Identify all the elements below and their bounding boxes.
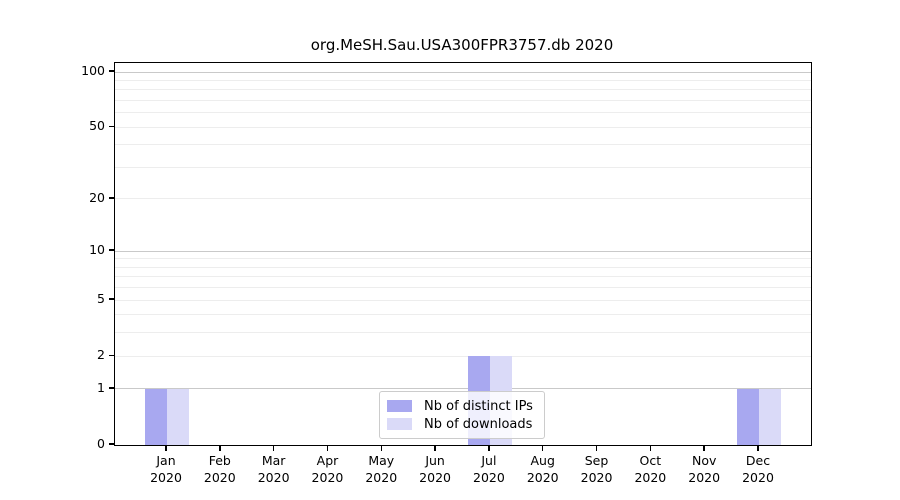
y-tick-mark [109,387,114,389]
legend-item-downloads: Nb of downloads [387,415,536,433]
x-tick-mark [488,446,490,451]
x-tick-mark [165,446,167,451]
y-tick-mark [109,249,114,251]
minor-gridline [115,144,811,146]
minor-gridline [115,89,811,91]
legend-label-distinct-ips: Nb of distinct IPs [424,398,533,414]
y-tick-mark [109,70,114,72]
x-tick-label: Apr 2020 [311,453,344,485]
minor-gridline [115,276,811,278]
minor-gridline [115,112,811,114]
y-tick-label: 2 [97,347,105,363]
x-tick-mark [326,446,329,451]
y-tick-label: 50 [89,118,105,134]
y-tick-mark [109,354,114,356]
bar-distinct-ips [737,388,759,445]
minor-gridline [115,126,811,128]
x-tick-label: May 2020 [365,453,398,485]
minor-gridline [115,99,811,101]
bar-downloads [759,388,781,445]
chart-title: org.MeSH.Sau.USA300FPR3757.db 2020 [310,36,614,54]
bar-downloads [167,388,189,445]
legend-item-distinct-ips: Nb of distinct IPs [387,397,536,415]
x-tick-mark [434,446,436,451]
minor-gridline [115,314,811,316]
x-tick-label: Nov 2020 [688,453,721,485]
major-gridline [115,388,811,390]
y-tick-label: 20 [89,189,105,205]
minor-gridline [115,287,811,289]
bar-distinct-ips [145,388,167,445]
x-tick-label: Jun 2020 [419,453,451,485]
y-tick-label: 10 [89,242,105,258]
y-tick-label: 5 [97,291,105,307]
x-tick-label: Mar 2020 [257,453,290,485]
minor-gridline [115,266,811,268]
x-tick-mark [757,446,759,451]
x-tick-label: Sep 2020 [580,453,613,485]
x-tick-mark [219,446,221,451]
y-tick-label: 100 [81,63,105,78]
minor-gridline [115,299,811,301]
minor-gridline [115,198,811,200]
x-tick-mark [542,446,544,451]
major-gridline [115,71,811,73]
x-tick-mark [703,446,705,451]
x-tick-mark [595,446,598,451]
y-tick-mark [109,443,114,445]
minor-gridline [115,258,811,260]
x-tick-mark [380,446,382,451]
x-tick-mark [649,446,652,451]
minor-gridline [115,79,811,81]
legend-label-downloads: Nb of downloads [424,416,533,432]
minor-gridline [115,332,811,334]
legend-swatch-downloads [387,418,412,430]
x-tick-label: Feb 2020 [203,453,236,485]
y-tick-label: 0 [97,436,105,451]
plot-area: Nb of distinct IPs Nb of downloads [114,62,812,446]
y-tick-mark [109,298,114,300]
minor-gridline [115,166,811,168]
x-tick-label: Oct 2020 [634,453,667,485]
x-tick-label: Aug 2020 [526,453,559,485]
legend-swatch-distinct-ips [387,400,412,412]
x-tick-label: Jul 2020 [473,453,505,485]
x-tick-label: Jan 2020 [150,453,182,485]
y-tick-mark [109,125,114,127]
y-tick-mark [109,197,114,199]
y-tick-label: 1 [97,379,105,395]
x-tick-mark [272,446,275,451]
minor-gridline [115,355,811,357]
major-gridline [115,250,811,252]
legend: Nb of distinct IPs Nb of downloads [379,391,545,439]
x-tick-label: Dec 2020 [742,453,774,485]
